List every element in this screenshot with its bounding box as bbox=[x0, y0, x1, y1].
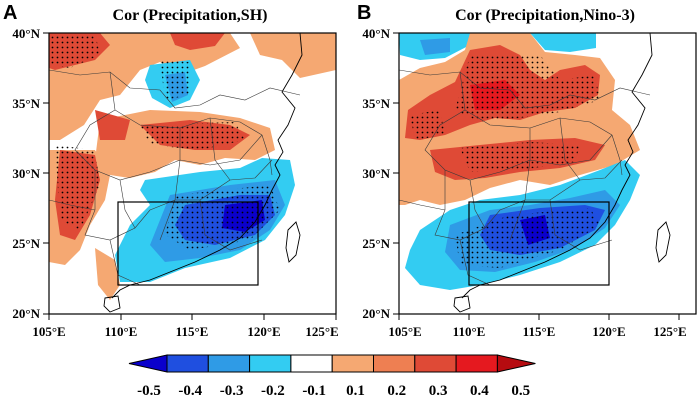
panel-b-x-tick: 125°E bbox=[653, 324, 686, 339]
panel-a-positive-sw bbox=[95, 248, 120, 300]
colorbar-label: 0.1 bbox=[346, 383, 365, 399]
panel-b: B Cor (Precipitation,Nino-3) bbox=[357, 2, 697, 339]
panel-a-x-axis: 105°E 110°E 115°E 120°E 125°E bbox=[32, 314, 339, 339]
panel-b-x-axis: 105°E 110°E 115°E 120°E 125°E bbox=[388, 314, 687, 339]
panel-a-province-boundaries bbox=[49, 69, 301, 286]
colorbar-label: 0.4 bbox=[470, 383, 489, 399]
colorbar-label: 0.5 bbox=[511, 383, 530, 399]
panel-b-x-tick: 115°E bbox=[523, 324, 556, 339]
panel-a-strong-ne bbox=[170, 33, 225, 50]
panel-b-stippling bbox=[410, 55, 600, 268]
panel-a-coastline bbox=[111, 33, 303, 299]
panel-a-x-tick: 105°E bbox=[32, 324, 65, 339]
panel-a-y-tick: 30°N bbox=[12, 166, 40, 181]
panel-b-x-tick: 105°E bbox=[388, 324, 421, 339]
panel-b-negative-north-core bbox=[420, 38, 450, 55]
colorbar-label: -0.1 bbox=[302, 383, 326, 399]
panel-b-study-box bbox=[468, 201, 610, 286]
panel-a-hainan bbox=[103, 295, 121, 313]
colorbar-segment bbox=[455, 354, 498, 373]
panel-a-x-tick: 115°E bbox=[176, 324, 209, 339]
colorbar-right-extend bbox=[496, 354, 536, 373]
panel-a-positive-ne bbox=[250, 33, 336, 78]
colorbar-segment bbox=[290, 354, 333, 373]
panel-b-y-tick: 20°N bbox=[362, 306, 390, 321]
panel-a-letter: A bbox=[3, 2, 17, 24]
panel-a-study-box bbox=[117, 201, 259, 286]
colorbar-segment bbox=[207, 354, 251, 373]
panel-a-y-tick: 25°N bbox=[12, 236, 40, 251]
panel-a-y-tick: 20°N bbox=[12, 306, 40, 321]
panel-b-y-tick: 30°N bbox=[362, 166, 390, 181]
panel-a-stippling bbox=[49, 33, 280, 250]
colorbar: -0.5 -0.4 -0.3 -0.2 -0.1 0.1 0.2 0.3 0.4 0.5 bbox=[128, 354, 536, 399]
panel-a-positive-north bbox=[49, 33, 240, 140]
panel-a-taiwan bbox=[285, 221, 301, 263]
panel-b-y-tick: 40°N bbox=[362, 26, 390, 41]
panel-a-title: Cor (Precipitation,SH) bbox=[113, 7, 268, 24]
panel-b-hainan bbox=[453, 295, 471, 313]
panel-a-x-tick: 120°E bbox=[247, 324, 280, 339]
colorbar-label: -0.3 bbox=[220, 383, 244, 399]
panel-a-y-axis: 40°N 35°N 30°N 25°N 20°N bbox=[12, 26, 49, 321]
panel-a-strong-nw bbox=[95, 110, 130, 140]
panel-a-x-tick: 125°E bbox=[305, 324, 338, 339]
panel-a-x-tick: 110°E bbox=[105, 324, 138, 339]
panel-a-map bbox=[49, 33, 336, 314]
panel-b-y-axis: 40°N 35°N 30°N 25°N 20°N bbox=[362, 26, 399, 321]
panel-b-taiwan bbox=[655, 221, 671, 263]
colorbar-label: 0.3 bbox=[429, 383, 448, 399]
panel-b-map bbox=[399, 33, 696, 314]
colorbar-segment bbox=[331, 354, 375, 373]
colorbar-left-extend bbox=[128, 354, 168, 373]
panel-a-y-tick: 40°N bbox=[12, 26, 40, 41]
panel-b-letter: B bbox=[357, 2, 371, 24]
colorbar-segment bbox=[373, 354, 416, 373]
colorbar-label: -0.4 bbox=[178, 383, 202, 399]
panel-b-province-boundaries bbox=[399, 69, 651, 286]
panel-b-y-tick: 25°N bbox=[362, 236, 390, 251]
panel-a: A Cor (Precipitation,SH) bbox=[3, 2, 339, 339]
colorbar-segment bbox=[249, 354, 292, 373]
panel-b-coastline bbox=[461, 33, 653, 299]
panel-b-y-tick: 35°N bbox=[362, 96, 390, 111]
panel-b-x-tick: 120°E bbox=[592, 324, 625, 339]
panel-a-y-tick: 35°N bbox=[12, 96, 40, 111]
colorbar-segment bbox=[166, 354, 209, 373]
panel-b-x-tick: 110°E bbox=[453, 324, 486, 339]
colorbar-label: -0.2 bbox=[261, 383, 285, 399]
colorbar-segment bbox=[414, 354, 457, 373]
panel-b-title: Cor (Precipitation,Nino-3) bbox=[455, 7, 635, 24]
colorbar-label: -0.5 bbox=[137, 383, 161, 399]
colorbar-label: 0.2 bbox=[387, 383, 406, 399]
panel-b-negative-ne bbox=[530, 33, 596, 52]
